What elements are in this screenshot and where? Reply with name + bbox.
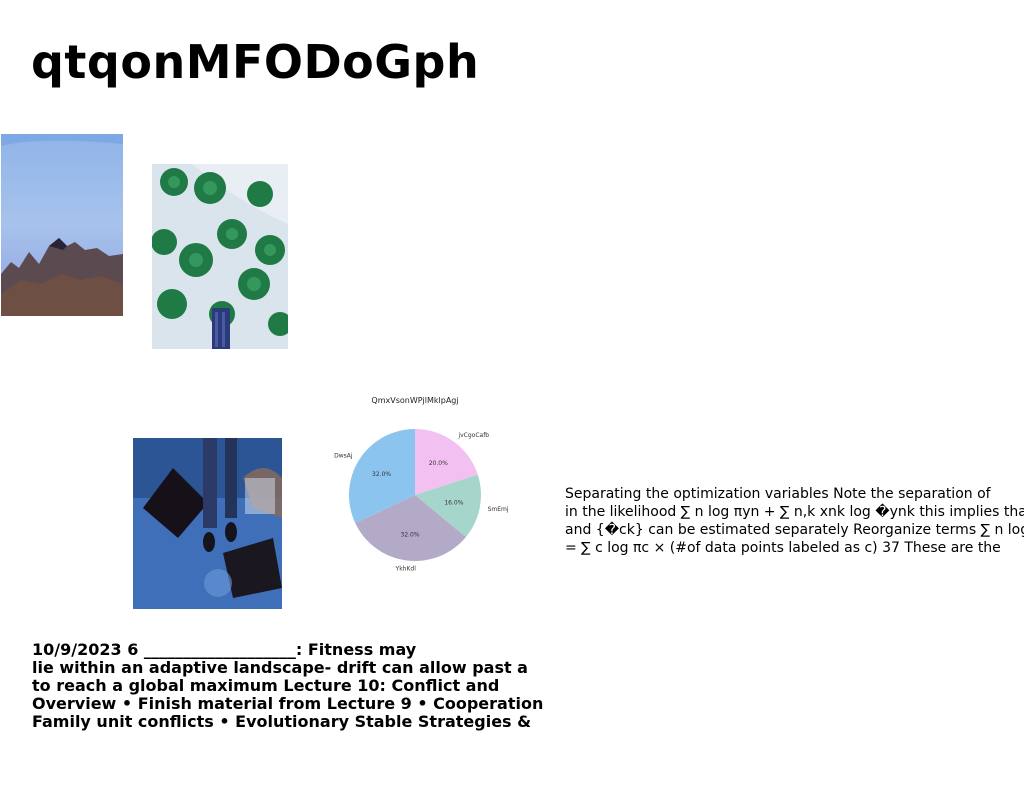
text-line: Overview • Finish material from Lecture … [32,694,544,713]
text-line: lie within an adaptive landscape- drift … [32,658,528,677]
pie-slice [355,495,466,561]
pie-slice [349,429,415,524]
text-line: and {�ck} can be estimated separately Re… [565,522,1024,538]
right-text-block: Separating the optimization variables No… [565,485,1024,557]
blue-feet-photo [133,438,282,609]
slice-category-label: YkhKdl [395,565,417,572]
slice-percent-label: 32.0% [401,531,420,538]
palm-trees-aerial-photo [152,164,288,349]
slice-percent-label: 16.0% [444,499,463,506]
page-title: qtqonMFODoGph [31,35,480,89]
pie-chart: QmxVsonWPjlMklpAgj 20.0% jvCgoCafb 16.0% Sm… [334,396,509,572]
left-text-block: 10/9/2023 6 ___________________: Fitness… [32,641,552,731]
text-line: Separating the optimization variables No… [565,486,991,502]
text-line: 10/9/2023 6 ___________________: Fitness… [32,640,417,659]
pie-slice [415,429,478,495]
text-line: in the likelihood ∑ n log πyn + ∑ n,k xn… [565,504,1024,520]
mountain-sky-photo [1,134,123,316]
text-line: = ∑ c log πc × (#of data points labeled … [565,540,1001,556]
slice-category-label: jvCgoCafb [457,432,489,439]
slice-category-label: DwsAj [334,452,353,459]
slice-percent-label: 20.0% [429,460,448,467]
slice-category-label: SmEmj [488,506,509,513]
text-line: Family unit conflicts • Evolutionary Sta… [32,712,532,731]
pie-slice [415,474,481,538]
slice-percent-label: 32.0% [372,471,391,478]
chart-title: QmxVsonWPjlMklpAgj [371,396,458,405]
text-line: to reach a global maximum Lecture 10: Co… [32,676,500,695]
